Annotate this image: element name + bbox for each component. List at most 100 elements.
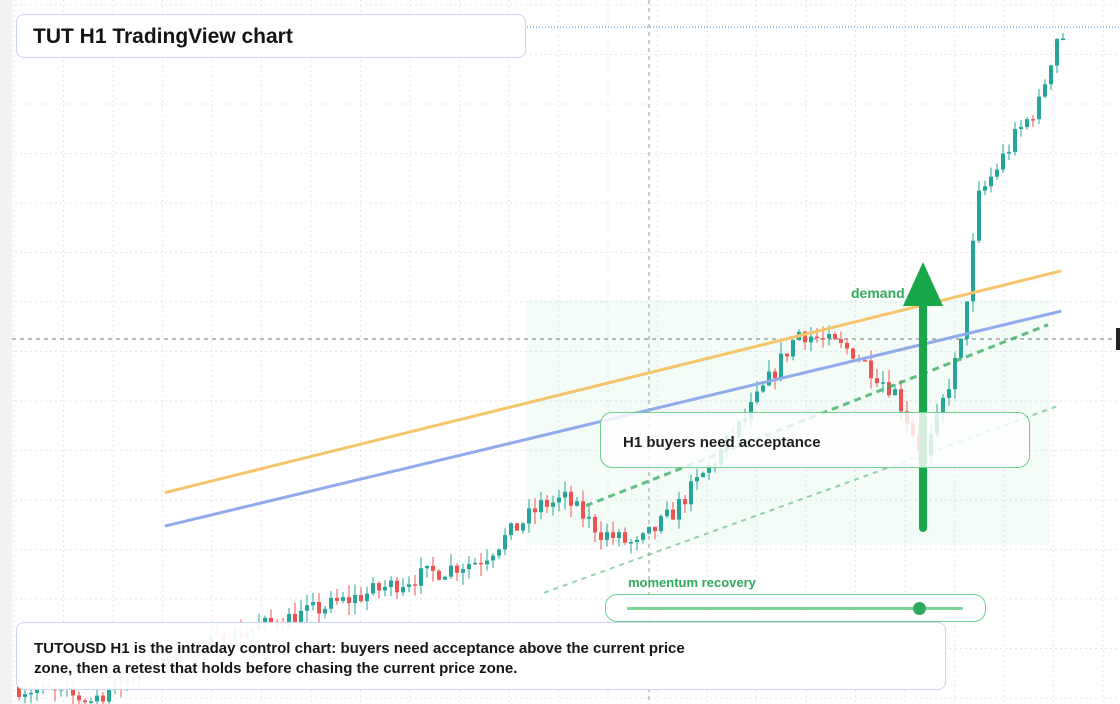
candle-up: [323, 605, 327, 619]
candle-up: [1049, 64, 1053, 90]
candle-up: [497, 548, 501, 559]
candle-up: [605, 523, 609, 547]
candle-up: [467, 555, 471, 579]
candle-up: [389, 576, 393, 597]
candle-up: [1013, 122, 1017, 156]
candle-up: [509, 522, 513, 541]
candle-down: [377, 581, 381, 599]
candle-up: [587, 505, 591, 529]
candle-up: [305, 594, 309, 623]
candle-up: [365, 586, 369, 611]
candle-up: [461, 563, 465, 585]
candle-down: [101, 692, 105, 704]
candle-down: [875, 368, 879, 387]
candle-up: [647, 526, 651, 535]
candle-down: [623, 527, 627, 545]
candle-up: [425, 565, 429, 578]
candle-up: [641, 531, 645, 544]
candle-up: [89, 697, 93, 704]
candle-up: [563, 481, 567, 510]
candle-up: [341, 592, 345, 604]
candle-up: [791, 338, 795, 361]
candle-up: [353, 584, 357, 615]
candle-up: [419, 557, 423, 594]
candle-up: [557, 489, 561, 512]
candle-up: [485, 549, 489, 571]
candle-up: [329, 591, 333, 614]
candle-up: [443, 575, 447, 580]
candle-down: [593, 513, 597, 543]
buyers-acceptance-zone: H1 buyers need acceptance: [600, 412, 1030, 468]
candle-up: [521, 522, 525, 534]
candle-up: [995, 163, 999, 180]
dashed-support-line-upper[interactable]: [585, 323, 1049, 508]
candle-down: [1031, 115, 1035, 127]
candle-up: [371, 577, 375, 596]
candle-up: [959, 338, 963, 361]
candle-up: [617, 528, 621, 547]
candle-up: [809, 326, 813, 352]
candle-up: [779, 342, 783, 382]
momentum-label: momentum recovery: [628, 575, 756, 590]
candle-up: [893, 383, 897, 396]
resistance-line[interactable]: [164, 269, 1062, 494]
candle-up: [989, 167, 993, 193]
candle-up: [983, 180, 987, 196]
candle-down: [839, 331, 843, 349]
candle-up: [311, 592, 315, 611]
candle-down: [83, 698, 87, 704]
candle-up: [635, 535, 639, 551]
candle-down: [785, 353, 789, 363]
momentum-slider[interactable]: [605, 594, 986, 622]
candle-up: [551, 495, 555, 516]
candle-up: [965, 301, 969, 346]
candle-down: [653, 526, 657, 540]
candle-down: [671, 502, 675, 520]
candle-up: [1061, 32, 1065, 41]
candle-down: [887, 370, 891, 398]
title-card: TUT H1 TradingView chart: [16, 14, 526, 58]
candle-up: [575, 496, 579, 507]
chart-title: TUT H1 TradingView chart: [33, 25, 293, 48]
candle-up: [1037, 88, 1041, 124]
candle-down: [317, 593, 321, 625]
candle-down: [833, 331, 837, 341]
candle-down: [359, 587, 363, 603]
candle-up: [1025, 117, 1029, 130]
demand-arrow-head: [903, 262, 943, 306]
candle-up: [1043, 79, 1047, 99]
candle-down: [293, 602, 297, 626]
candle-down: [479, 553, 483, 577]
candle-down: [515, 523, 519, 531]
candle-up: [761, 383, 765, 394]
note-card: TUTOUSD H1 is the intraday control chart…: [16, 622, 946, 690]
candle-down: [533, 498, 537, 524]
candle-down: [545, 495, 549, 513]
candle-down: [581, 490, 585, 528]
price-axis-marker: [1116, 328, 1120, 350]
candle-up: [971, 233, 975, 312]
candle-down: [335, 588, 339, 605]
candle-up: [677, 491, 681, 529]
candle-up: [1019, 120, 1023, 137]
candle-down: [455, 563, 459, 582]
candle-up: [947, 378, 951, 406]
candle-down: [845, 338, 849, 355]
candle-up: [701, 471, 705, 478]
candle-down: [77, 691, 81, 704]
candle-up: [881, 371, 885, 393]
candle-up: [401, 578, 405, 596]
buyers-zone-label: H1 buyers need acceptance: [623, 434, 821, 451]
candle-up: [503, 528, 507, 556]
candle-up: [695, 468, 699, 491]
candle-up: [407, 576, 411, 593]
candle-up: [527, 499, 531, 533]
candle-up: [473, 557, 477, 565]
momentum-knob[interactable]: [913, 602, 927, 615]
candle-down: [569, 485, 573, 518]
candle-up: [659, 514, 663, 534]
dashed-support-line-lower[interactable]: [543, 404, 1061, 594]
candle-down: [431, 557, 435, 582]
demand-label: demand: [851, 285, 905, 301]
candle-down: [851, 347, 855, 360]
